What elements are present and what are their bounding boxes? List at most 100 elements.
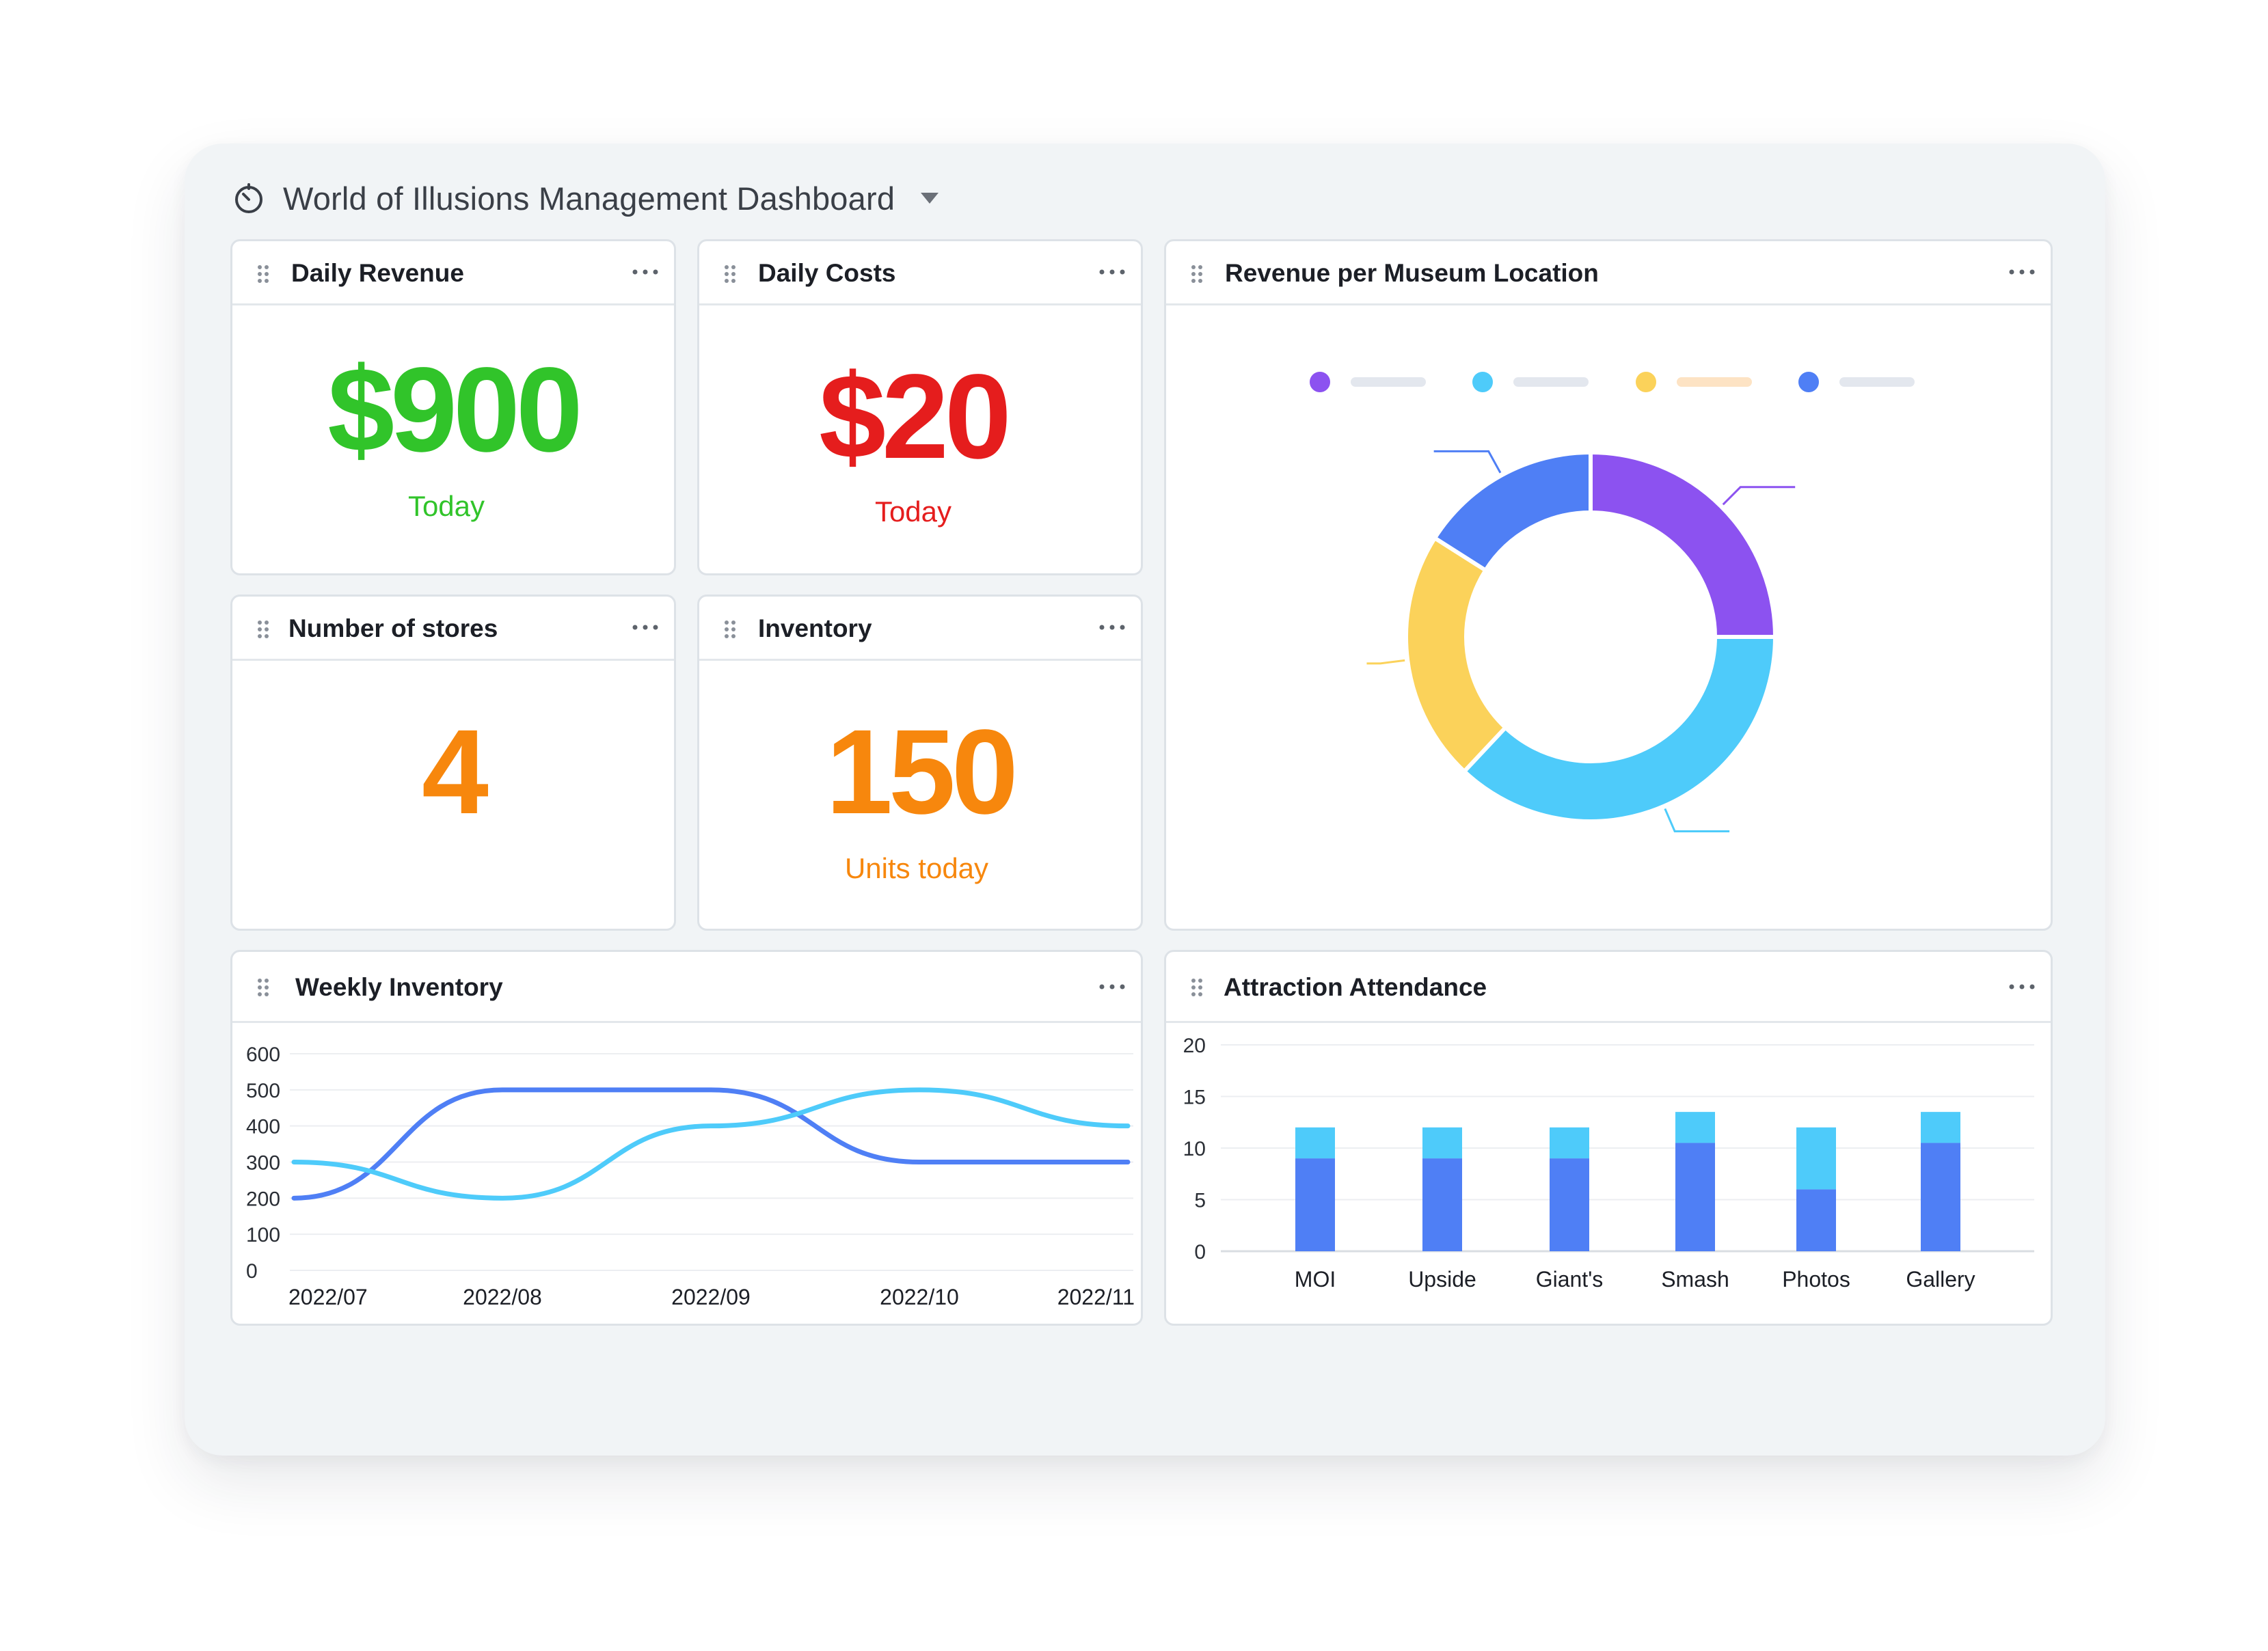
line-chart: 0 100 200 300 400 500 600 2022/07 2022/08 2022/09… (246, 1043, 1135, 1309)
card-title: Attraction Attendance (1224, 973, 1487, 1001)
y-tick-label: 500 (246, 1080, 280, 1102)
bar-segment (1921, 1112, 1960, 1143)
legend-dot (1796, 369, 1822, 395)
y-tick-label: 5 (1194, 1190, 1206, 1212)
more-options-icon[interactable] (1098, 617, 1126, 638)
bar-segment (1550, 1158, 1589, 1251)
donut-slice (1431, 450, 1593, 573)
line-series-1 (291, 1087, 1131, 1201)
line-series-0 (291, 1087, 1131, 1201)
chevron-down-icon[interactable] (919, 191, 940, 205)
x-tick-label: Upside (1408, 1267, 1476, 1292)
y-tick-label: 400 (246, 1116, 280, 1138)
card-header: Daily Revenue (232, 241, 674, 305)
bar-segment (1796, 1189, 1836, 1251)
more-options-icon[interactable] (1098, 262, 1126, 282)
more-options-icon[interactable] (1098, 977, 1126, 997)
number-of-stores-card: Number of stores 4 (230, 595, 676, 931)
y-tick-label: 0 (246, 1260, 258, 1283)
x-tick-label: 2022/11 (1057, 1285, 1135, 1309)
x-tick-label: Gallery (1906, 1267, 1975, 1292)
donut-leader-line (1366, 659, 1405, 665)
kpi-value: 4 (422, 705, 489, 839)
drag-handle-icon[interactable] (257, 620, 269, 639)
legend-dot (1307, 369, 1333, 395)
x-tick-label: Giant's (1536, 1267, 1604, 1292)
drag-handle-icon[interactable] (724, 620, 736, 639)
card-header: Weekly Inventory (232, 952, 1141, 1023)
legend-dot (1633, 369, 1659, 395)
bar-segment (1422, 1127, 1462, 1159)
kpi-subtitle: Units today (844, 852, 989, 884)
legend-dot (1470, 369, 1496, 395)
card-title: Daily Costs (758, 259, 896, 287)
card-title: Number of stores (288, 614, 498, 642)
x-tick-label: 2022/07 (288, 1285, 368, 1309)
dashboard-title: World of Illusions Management Dashboard (283, 180, 895, 217)
x-tick-label: MOI (1295, 1267, 1336, 1292)
stacked-bar-chart: 0 5 10 15 20 MOI Upside Giant's Smash Photos Galle… (1183, 1035, 2034, 1292)
timer-icon (235, 183, 262, 213)
dashboard: World of Illusions Management Dashboard … (185, 144, 2105, 1456)
x-tick-label: Smash (1661, 1267, 1729, 1292)
legend-label-placeholder (1677, 377, 1752, 387)
donut-slice (1589, 450, 1778, 639)
y-tick-label: 0 (1194, 1241, 1206, 1264)
donut-slice (1404, 535, 1509, 775)
x-tick-label: 2022/10 (880, 1285, 959, 1309)
card-title: Weekly Inventory (295, 973, 503, 1001)
bar-segment (1675, 1112, 1715, 1143)
more-options-icon[interactable] (632, 617, 659, 638)
attraction-attendance-card: Attraction Attendance 0 5 10 15 20 MOI Upside G… (1164, 950, 2053, 1326)
more-options-icon[interactable] (2008, 977, 2036, 997)
kpi-value: 150 (826, 705, 1018, 839)
legend-label-placeholder (1351, 377, 1426, 387)
more-options-icon[interactable] (632, 262, 659, 282)
daily-costs-card: Daily Costs $20 Today (697, 239, 1143, 575)
x-tick-label: Photos (1782, 1267, 1850, 1292)
legend-label-placeholder (1839, 377, 1915, 387)
y-tick-label: 200 (246, 1188, 280, 1210)
y-tick-label: 600 (246, 1043, 280, 1066)
card-title: Inventory (758, 614, 872, 642)
drag-handle-icon[interactable] (257, 264, 269, 284)
bar-segment (1422, 1158, 1462, 1251)
x-tick-label: 2022/08 (463, 1285, 542, 1309)
dashboard-title-bar[interactable]: World of Illusions Management Dashboard (232, 171, 940, 226)
revenue-per-location-card: Revenue per Museum Location (1164, 239, 2053, 931)
drag-handle-icon[interactable] (1191, 978, 1203, 997)
card-header: Revenue per Museum Location (1166, 241, 2051, 305)
y-tick-label: 100 (246, 1224, 280, 1246)
kpi-value: $20 (819, 350, 1012, 484)
bar-segment (1921, 1143, 1960, 1251)
kpi-subtitle: Today (874, 495, 952, 528)
x-tick-label: 2022/09 (671, 1285, 751, 1309)
drag-handle-icon[interactable] (1191, 264, 1203, 284)
bar-segment (1550, 1127, 1589, 1159)
weekly-inventory-card: Weekly Inventory 0 100 200 300 400 500 600 2022… (230, 950, 1143, 1326)
legend-label-placeholder (1513, 377, 1589, 387)
y-tick-label: 300 (246, 1152, 280, 1175)
card-header: Number of stores (232, 597, 674, 661)
donut-leader-line (1664, 808, 1730, 833)
donut-slice (1461, 635, 1778, 823)
y-tick-label: 15 (1183, 1087, 1206, 1109)
kpi-value: $900 (327, 343, 583, 477)
kpi-subtitle: Today (407, 490, 485, 522)
drag-handle-icon[interactable] (724, 264, 736, 284)
more-options-icon[interactable] (2008, 262, 2036, 282)
drag-handle-icon[interactable] (257, 978, 269, 997)
donut-leader-line (1722, 486, 1796, 506)
card-header: Attraction Attendance (1166, 952, 2051, 1023)
daily-revenue-card: Daily Revenue $900 Today (230, 239, 676, 575)
donut-leader-line (1433, 450, 1502, 474)
bar-segment (1675, 1143, 1715, 1251)
bar-segment (1295, 1127, 1335, 1159)
card-header: Inventory (699, 597, 1141, 661)
bar-segment (1796, 1127, 1836, 1190)
inventory-card: Inventory 150 Units today (697, 595, 1143, 931)
card-title: Daily Revenue (291, 259, 464, 287)
bar-segment (1295, 1158, 1335, 1251)
card-header: Daily Costs (699, 241, 1141, 305)
y-tick-label: 20 (1183, 1035, 1206, 1057)
